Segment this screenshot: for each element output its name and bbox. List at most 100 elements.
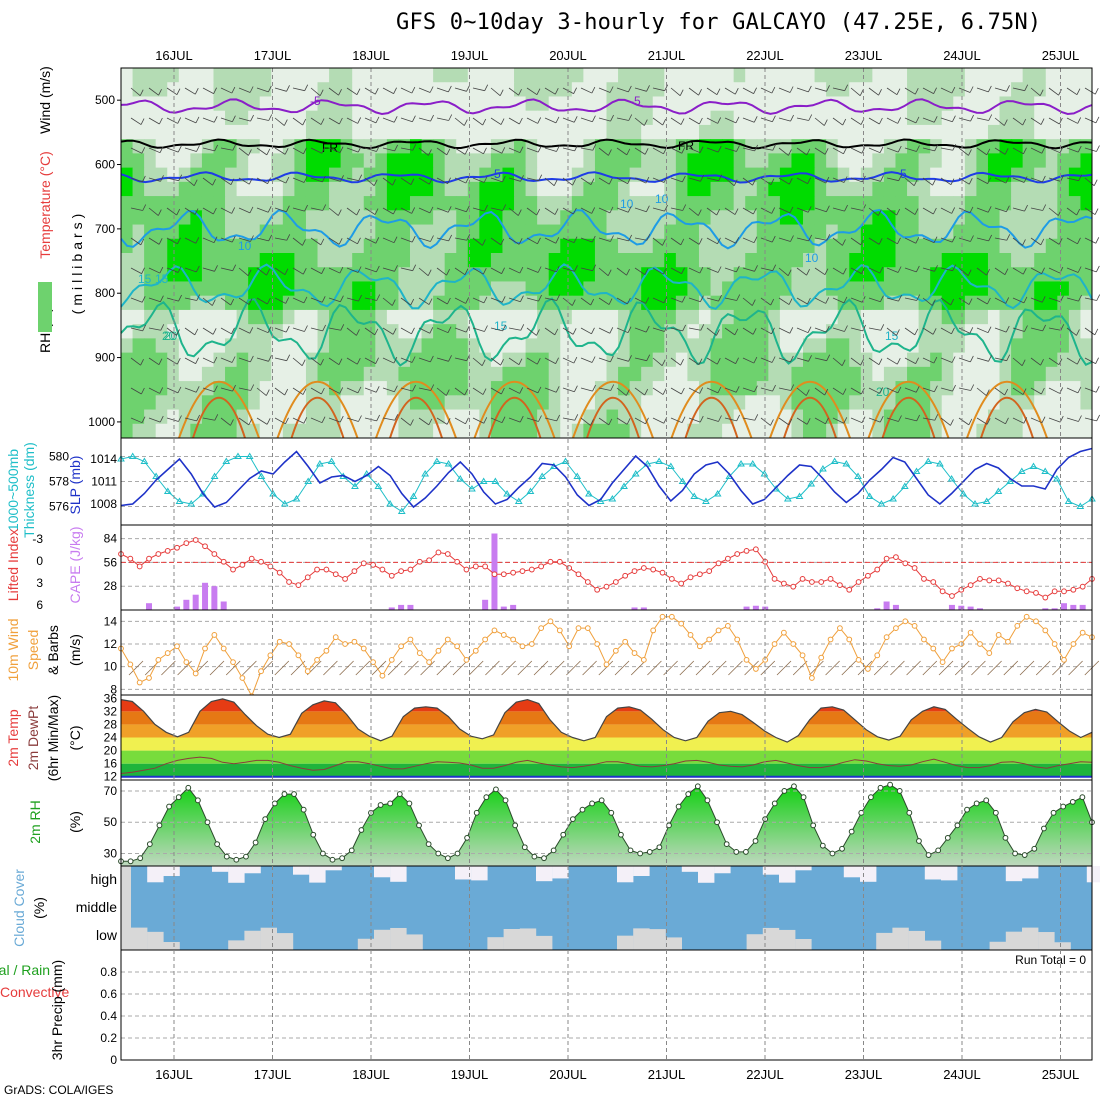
wind-barb [742,237,755,244]
rh-cell [618,253,631,268]
rh-cell [618,82,631,97]
rh2m-tick-label: 70 [104,784,118,798]
wind-barb [310,237,322,246]
rh-cell [294,224,307,240]
wind-barb-flag [447,326,452,333]
rh-cell [779,295,792,311]
wind-barb [364,147,377,152]
wind-barb [796,147,808,156]
slp-tick-label: 1008 [90,497,117,511]
temp2m-tick-label: 12 [104,770,118,784]
rh-cell [213,110,226,126]
wind-barb-flag [248,418,253,426]
rh-cell [698,366,712,382]
wind-barb-flag [303,176,308,183]
wind-barb [814,267,826,276]
wind-barb [850,417,863,424]
rh-cell [490,96,503,112]
wind-barb [220,177,232,186]
rh-cell [964,153,977,169]
lifted-index-line-point [258,558,264,565]
cloud-low-gap [633,928,650,950]
rh-cell [409,366,423,382]
wind-barb [1066,387,1079,394]
rh-cell [779,110,792,126]
wind-barb-flag [1093,179,1098,186]
rh-cell [664,295,677,311]
rh2m-line-point [973,800,980,807]
rh-cell [791,395,804,411]
wind-barb [688,417,701,423]
wind-barb-flag [339,266,344,274]
rh-cell [375,253,388,268]
rh-cell [930,338,943,354]
wind-barb [616,87,629,93]
rh-cell [722,253,735,268]
rh-cell [352,124,365,140]
rh-cell [525,68,538,83]
wind10-line-point [370,659,376,666]
wind-barb-flag [916,294,921,301]
rh-cell [479,267,492,282]
wind-barb [724,237,736,244]
wind-barb [166,147,179,153]
wind-barb-flag [734,328,739,336]
wind-barb-flag [321,387,325,395]
wind10-line-point [743,656,750,663]
wind-barb [688,87,699,96]
lifted-index-line-point [603,583,610,590]
wind-barb [868,327,881,331]
thickness-line-point [409,492,418,499]
rh-cell [548,366,561,382]
rh-cell [826,352,839,368]
wind-barb [328,357,340,366]
wind-barb [346,267,359,273]
rh-cell [340,110,353,126]
rh-cell [121,409,134,425]
wind-barb [994,177,1007,184]
rh-cell [248,309,261,325]
wind10-line-point [183,659,190,666]
rh-cell [514,82,527,97]
wind-barb [796,297,808,305]
rh-cell [779,281,792,297]
rh-cell [1034,196,1047,211]
rh-cell [479,139,492,154]
rh-cell [999,110,1012,126]
rh-cell [121,139,134,154]
wind-barb [958,87,971,93]
wind-barb [490,297,503,303]
rh-cell [803,267,816,282]
wind-barb [904,207,916,215]
wind-barb [886,387,899,394]
lifted-index-line-point [398,568,404,575]
rh-cell [514,352,527,368]
wind-barb [850,177,863,183]
rh-cell [756,324,769,339]
wind-barb [886,147,899,153]
rh-cell [745,381,758,396]
wind-barb [940,147,953,151]
wind-barb-flag [411,356,416,363]
rh-cell [201,295,214,311]
rh-cell [953,395,966,411]
rh-cell [976,309,989,325]
wind-barb [508,357,520,366]
rh-cell [490,281,503,297]
rh-cell [502,423,515,439]
wind-barb [1048,267,1061,274]
thickness-line-point [947,475,956,482]
wind-barb [328,297,341,303]
cloud-high-gap [843,866,861,878]
rh-cell [641,167,654,183]
wind-barb [850,117,862,125]
wind-barb-flag [194,328,199,336]
wind-barb-flag [374,328,379,336]
wind-barb [436,357,449,362]
rh-cell [652,96,665,112]
thickness-line-point [561,457,570,464]
rh-cell [1045,253,1058,268]
rh-cell [514,267,527,282]
wind-barb [904,177,915,187]
wind-barb [958,117,971,122]
